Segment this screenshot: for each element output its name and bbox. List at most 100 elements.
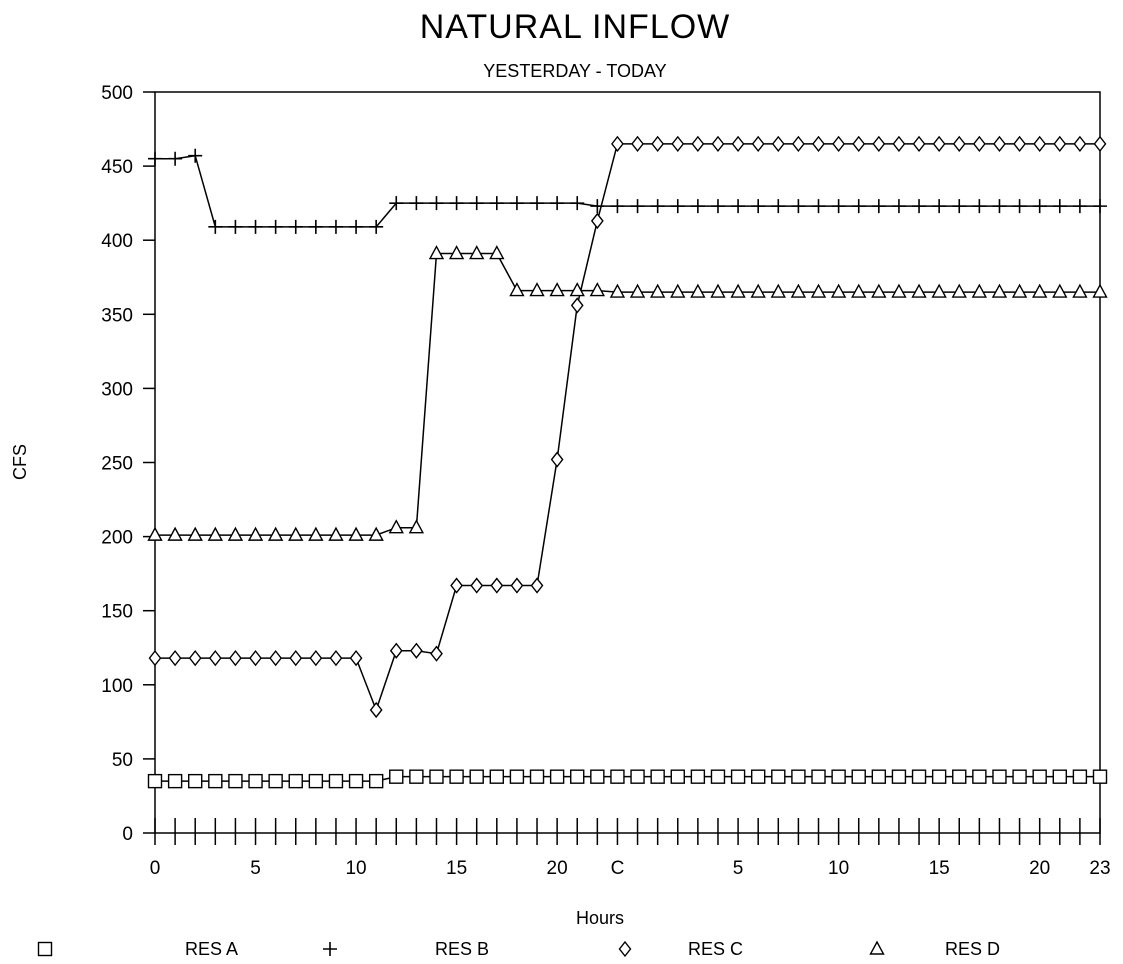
y-tick-label: 450 xyxy=(101,157,133,178)
y-tick-label: 350 xyxy=(101,305,133,326)
legend-item-res-d: RES D xyxy=(869,939,1000,959)
point-res-c xyxy=(409,642,423,659)
point-res-b xyxy=(751,199,766,214)
point-res-a xyxy=(449,769,464,784)
point-res-b xyxy=(1012,199,1027,214)
point-res-b xyxy=(590,199,605,214)
point-res-d xyxy=(227,526,244,541)
point-res-a xyxy=(931,769,947,784)
point-res-d xyxy=(649,283,666,298)
point-res-d xyxy=(871,283,887,298)
point-res-c xyxy=(731,135,745,153)
point-res-d xyxy=(328,526,344,541)
point-res-b xyxy=(851,199,866,214)
point-res-a xyxy=(630,769,645,784)
series-layer xyxy=(147,135,1108,789)
point-res-b xyxy=(328,219,343,234)
point-res-b xyxy=(530,196,545,211)
point-res-b xyxy=(992,199,1007,214)
point-res-b xyxy=(811,199,826,214)
y-tick-label: 50 xyxy=(112,750,133,771)
plot-frame xyxy=(154,91,1101,834)
point-res-a xyxy=(1092,769,1108,784)
point-res-a xyxy=(328,773,344,789)
point-res-b xyxy=(248,219,263,234)
point-res-d xyxy=(388,519,404,534)
point-res-c xyxy=(932,135,946,153)
point-res-b xyxy=(288,219,303,234)
point-res-c xyxy=(912,135,926,153)
point-res-d xyxy=(830,283,847,298)
point-res-d xyxy=(991,283,1008,298)
point-res-b xyxy=(630,199,645,214)
point-res-a xyxy=(972,769,987,784)
point-res-a xyxy=(891,769,907,784)
point-res-a xyxy=(851,769,866,784)
point-res-d xyxy=(187,526,203,541)
point-res-d xyxy=(629,283,646,298)
point-res-d xyxy=(1032,283,1048,298)
point-res-b xyxy=(148,151,162,166)
point-res-c xyxy=(148,649,162,667)
legend-marker-res-a xyxy=(37,941,53,957)
point-res-d xyxy=(288,526,304,541)
x-tick-label: 0 xyxy=(150,858,161,879)
legend-marker-res-b xyxy=(323,942,337,956)
point-res-b xyxy=(550,196,565,211)
point-res-c xyxy=(208,649,222,667)
legend-label: RES C xyxy=(688,939,743,959)
series-res-a xyxy=(147,769,1108,789)
point-res-d xyxy=(348,526,364,541)
point-res-c xyxy=(611,135,624,153)
point-res-c xyxy=(892,135,906,153)
point-res-c xyxy=(470,577,484,594)
y-tick-label: 0 xyxy=(122,824,133,845)
point-res-c xyxy=(631,135,644,153)
point-res-c xyxy=(852,135,866,153)
point-res-d xyxy=(690,283,706,298)
y-axis-ticks: 0 50 100 150 200 250 300 350 400 450 500 xyxy=(101,83,155,845)
point-res-a xyxy=(570,769,585,784)
point-res-a xyxy=(167,773,183,789)
x-tick-label: 15 xyxy=(929,858,950,879)
point-res-a xyxy=(188,773,203,789)
point-res-b xyxy=(690,199,705,214)
x-axis-ticks: 0 5 10 15 20 C 5 10 15 20 23 xyxy=(150,818,1111,879)
point-res-b xyxy=(1093,199,1107,214)
point-res-a xyxy=(509,769,525,784)
point-res-a xyxy=(1032,769,1047,784)
point-res-a xyxy=(952,769,967,784)
point-res-a xyxy=(1072,769,1088,784)
chart-title: NATURAL INFLOW xyxy=(420,8,731,46)
point-res-d xyxy=(1092,283,1108,298)
y-axis-label: CFS xyxy=(10,444,30,480)
point-res-c xyxy=(490,577,504,594)
point-res-b xyxy=(409,196,424,211)
point-res-b xyxy=(188,148,203,163)
point-res-b xyxy=(831,199,846,214)
point-res-c xyxy=(229,649,242,667)
y-tick-label: 150 xyxy=(101,602,133,623)
point-res-d xyxy=(569,282,585,297)
point-res-c xyxy=(691,135,705,153)
point-res-d xyxy=(489,245,505,260)
point-res-a xyxy=(288,773,303,789)
point-res-d xyxy=(971,283,988,298)
point-res-a xyxy=(368,773,384,789)
point-res-c xyxy=(651,135,665,153)
point-res-d xyxy=(267,526,284,541)
series-res-d xyxy=(147,245,1108,541)
point-res-b xyxy=(610,199,625,214)
point-res-a xyxy=(489,769,505,784)
point-res-c xyxy=(550,451,564,468)
point-res-b xyxy=(349,219,364,234)
point-res-d xyxy=(851,283,867,298)
point-res-c xyxy=(771,135,785,153)
point-res-b xyxy=(489,196,504,211)
point-res-a xyxy=(771,769,786,784)
point-res-a xyxy=(750,769,766,784)
point-res-c xyxy=(1053,135,1067,153)
point-res-d xyxy=(448,245,465,260)
point-res-a xyxy=(791,769,806,784)
y-tick-label: 300 xyxy=(101,379,133,400)
